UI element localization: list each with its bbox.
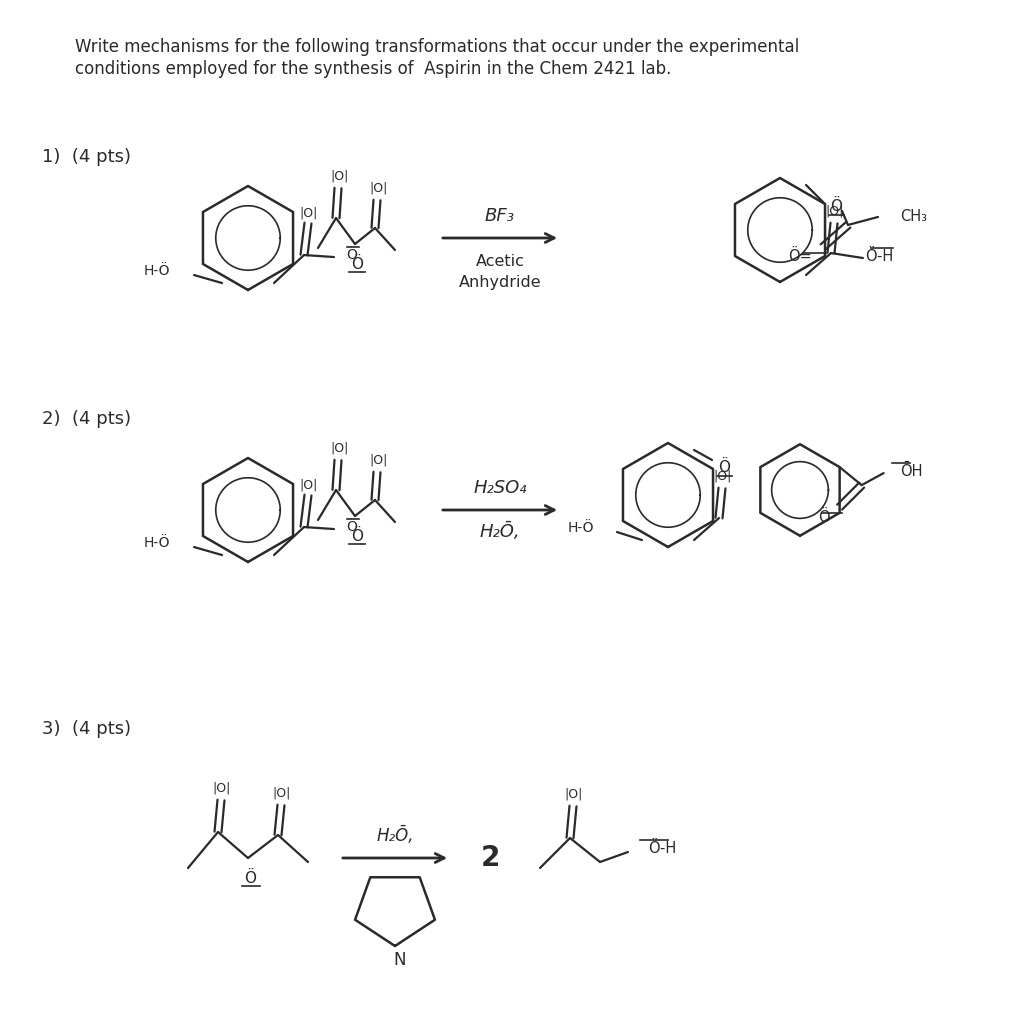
- Text: |O|: |O|: [300, 478, 318, 492]
- Text: Acetic: Acetic: [475, 255, 524, 269]
- Text: H-Ö: H-Ö: [567, 521, 594, 535]
- Text: |O|: |O|: [272, 786, 291, 800]
- Text: 2: 2: [480, 844, 500, 872]
- Text: H-Ö: H-Ö: [143, 264, 170, 279]
- Text: conditions employed for the synthesis of  Aspirin in the Chem 2421 lab.: conditions employed for the synthesis of…: [75, 60, 672, 78]
- Text: Write mechanisms for the following transformations that occur under the experime: Write mechanisms for the following trans…: [75, 38, 800, 56]
- Text: Ö: Ö: [351, 256, 362, 271]
- Text: Ö: Ö: [830, 200, 842, 214]
- Text: Ö: Ö: [718, 461, 730, 475]
- Text: H₂Ō,: H₂Ō,: [376, 827, 414, 845]
- Text: |O|: |O|: [370, 454, 388, 467]
- Text: Ö: Ö: [818, 510, 829, 524]
- Text: N: N: [394, 951, 407, 969]
- Text: H₂Ō,: H₂Ō,: [479, 523, 520, 541]
- Text: ŌH: ŌH: [900, 464, 923, 478]
- Text: |O|: |O|: [300, 207, 318, 219]
- Text: Ö: Ö: [346, 248, 357, 262]
- Text: |O|: |O|: [565, 787, 584, 801]
- Text: Ö-H: Ö-H: [865, 249, 893, 263]
- Text: |O|: |O|: [370, 181, 388, 195]
- Text: |O|: |O|: [331, 170, 349, 182]
- Text: 3)  (4 pts): 3) (4 pts): [42, 720, 131, 738]
- Text: Ö: Ö: [244, 870, 256, 886]
- Text: 1)  (4 pts): 1) (4 pts): [42, 148, 131, 166]
- Text: |O|: |O|: [714, 470, 732, 482]
- Text: H₂SO₄: H₂SO₄: [473, 479, 526, 497]
- Text: Ö: Ö: [346, 520, 357, 535]
- Text: Ö: Ö: [351, 528, 362, 544]
- Text: |O|: |O|: [825, 205, 844, 217]
- Text: |O|: |O|: [331, 441, 349, 455]
- Text: |O|: |O|: [213, 781, 231, 795]
- Text: BF₃: BF₃: [485, 207, 515, 225]
- Text: Ö-H: Ö-H: [648, 841, 676, 855]
- Text: Ö=: Ö=: [788, 250, 812, 264]
- Text: H-Ö: H-Ö: [143, 536, 170, 550]
- Text: CH₃: CH₃: [900, 210, 927, 224]
- Text: 2)  (4 pts): 2) (4 pts): [42, 410, 131, 428]
- Text: Anhydride: Anhydride: [459, 274, 542, 290]
